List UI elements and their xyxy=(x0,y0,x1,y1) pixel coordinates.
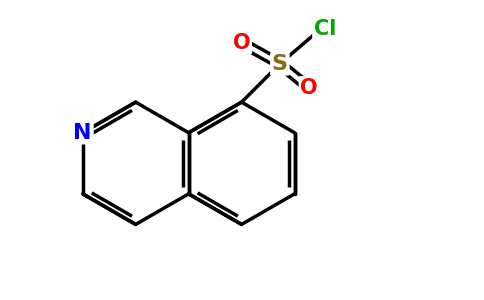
Text: O: O xyxy=(233,33,250,52)
Text: Cl: Cl xyxy=(314,19,336,39)
Text: N: N xyxy=(74,123,92,143)
Text: O: O xyxy=(300,78,318,98)
Text: S: S xyxy=(272,54,288,74)
